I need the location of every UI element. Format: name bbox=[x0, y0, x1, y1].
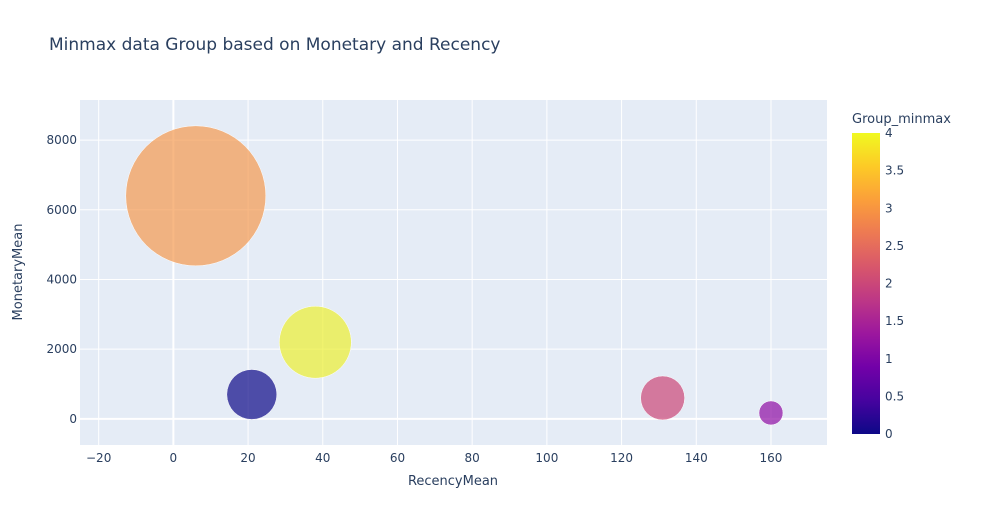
y-tick-label: 2000 bbox=[46, 342, 77, 356]
x-tick-label: 140 bbox=[685, 451, 708, 465]
bubble-group-0 bbox=[226, 369, 278, 420]
colorbar bbox=[852, 133, 880, 434]
bubble-group-1 bbox=[758, 400, 784, 426]
colorbar-tick-label: 0 bbox=[885, 427, 893, 441]
x-tick-label: 120 bbox=[610, 451, 633, 465]
colorbar-tick-label: 3.5 bbox=[885, 164, 904, 178]
chart-title: Minmax data Group based on Monetary and … bbox=[49, 35, 500, 55]
y-tick-label: 4000 bbox=[46, 272, 77, 286]
y-tick-label: 6000 bbox=[46, 203, 77, 217]
bubble-group-2 bbox=[640, 375, 685, 421]
colorbar-tick-label: 4 bbox=[885, 126, 893, 140]
x-tick-label: 80 bbox=[465, 451, 480, 465]
x-tick-label: 0 bbox=[170, 451, 178, 465]
y-tick-label: 0 bbox=[69, 412, 77, 426]
x-tick-label: 60 bbox=[390, 451, 405, 465]
bubble-group-4 bbox=[279, 305, 352, 379]
colorbar-tick-label: 0.5 bbox=[885, 389, 904, 403]
colorbar-title: Group_minmax bbox=[852, 112, 951, 127]
x-axis-title: RecencyMean bbox=[408, 474, 498, 489]
bubbles bbox=[125, 125, 784, 426]
x-axis-ticks: −20 0 20 40 60 80 100 120 140 160 bbox=[86, 451, 782, 465]
x-tick-label: −20 bbox=[86, 451, 111, 465]
colorbar-tick-label: 2.5 bbox=[885, 239, 904, 253]
x-tick-label: 20 bbox=[240, 451, 255, 465]
y-axis-ticks: 0 2000 4000 6000 8000 bbox=[46, 133, 77, 426]
colorbar-tick-label: 1.5 bbox=[885, 314, 904, 328]
x-tick-label: 160 bbox=[760, 451, 783, 465]
colorbar-tick-label: 3 bbox=[885, 201, 893, 215]
y-tick-label: 8000 bbox=[46, 133, 77, 147]
colorbar-tick-label: 2 bbox=[885, 277, 893, 291]
colorbar-ticks: 0 0.5 1 1.5 2 2.5 3 3.5 4 bbox=[885, 126, 904, 441]
x-tick-label: 40 bbox=[315, 451, 330, 465]
y-axis-title: MonetaryMean bbox=[11, 224, 26, 321]
colorbar-tick-label: 1 bbox=[885, 352, 893, 366]
x-tick-label: 100 bbox=[535, 451, 558, 465]
bubble-group-3 bbox=[125, 125, 267, 267]
